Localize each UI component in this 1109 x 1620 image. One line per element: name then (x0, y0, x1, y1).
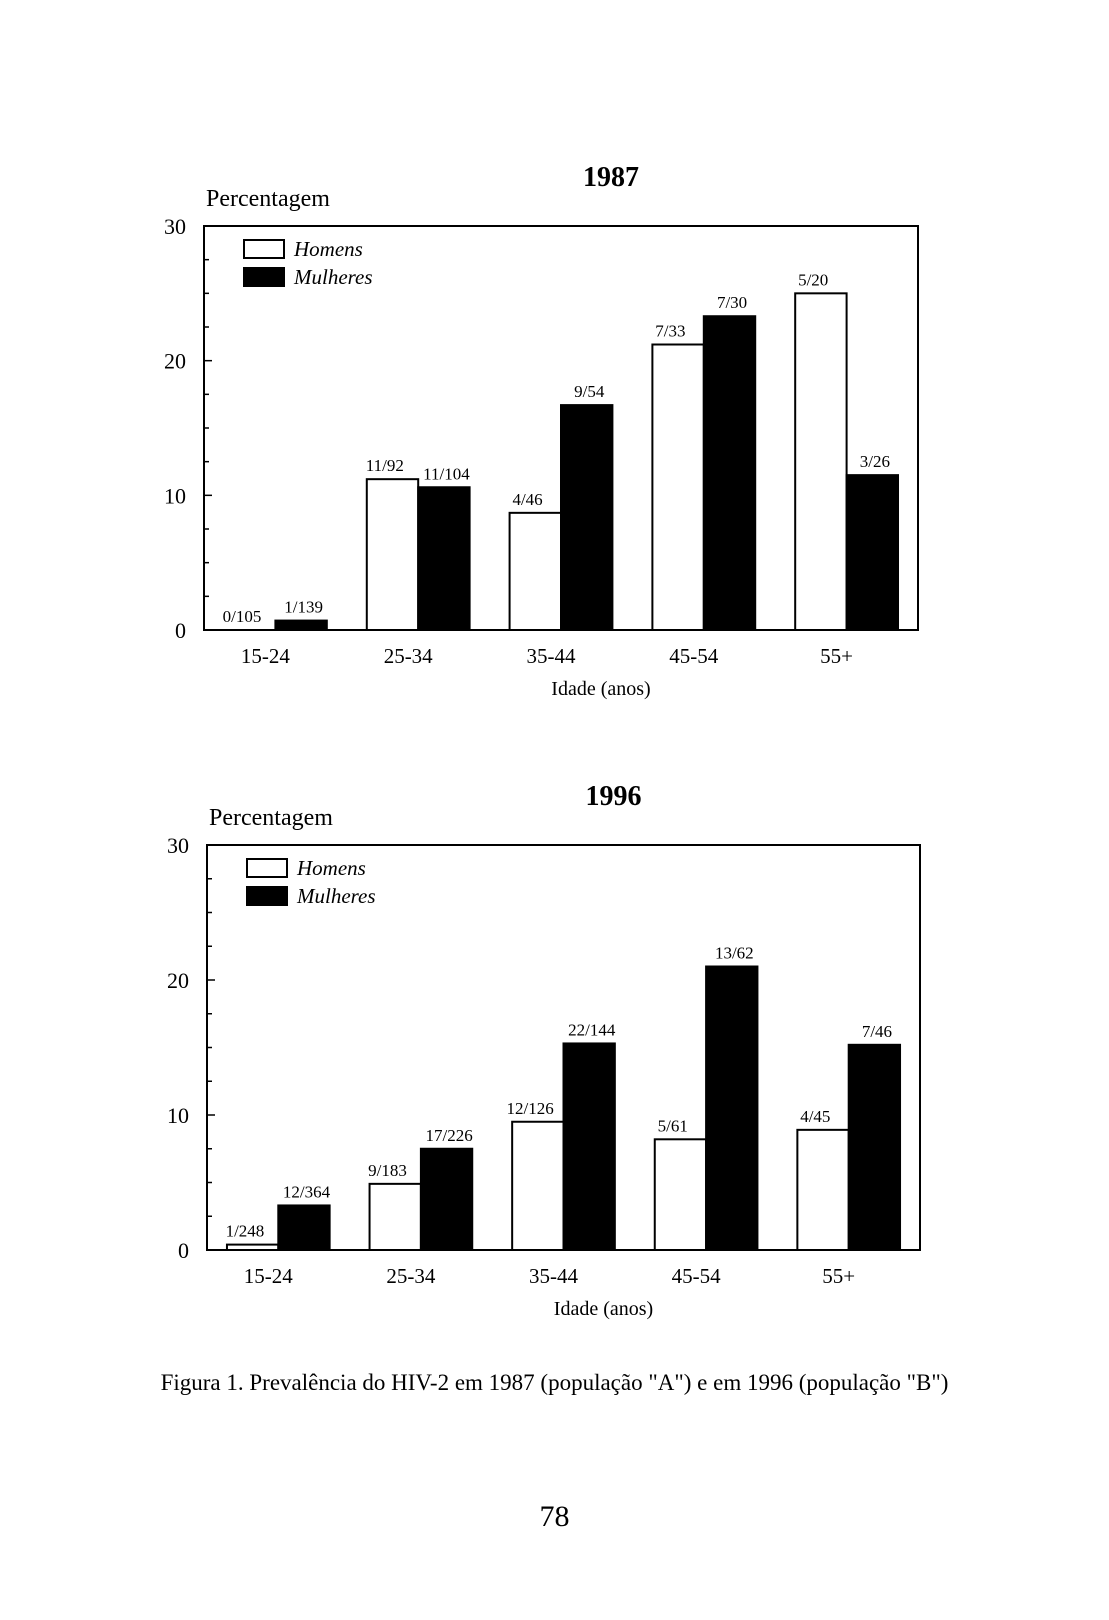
bar-value-label: 9/183 (368, 1161, 407, 1180)
bar-homens (365, 478, 420, 631)
bar-homens (511, 1120, 565, 1251)
x-tick-label: 35-44 (529, 1264, 578, 1288)
y-tick-label: 0 (175, 618, 186, 643)
bar-value-label: 11/92 (366, 456, 404, 475)
bar-value-label: 3/26 (860, 452, 890, 471)
bar-value-label: 7/30 (717, 293, 747, 312)
y-tick-label: 10 (164, 483, 186, 508)
y-axis-label: Percentagem (209, 805, 333, 831)
bar-value-label: 4/46 (512, 490, 542, 509)
x-tick-label: 15-24 (244, 1264, 293, 1288)
bar-value-label: 7/33 (655, 322, 685, 341)
x-tick-label: 45-54 (672, 1264, 721, 1288)
bar-mulheres (277, 1204, 331, 1251)
bar-value-label: 4/45 (800, 1107, 830, 1126)
x-tick-label: 55+ (820, 644, 853, 668)
y-tick-label: 20 (167, 968, 189, 993)
bar-mulheres (562, 1042, 616, 1251)
legend-swatch-mulheres (243, 267, 285, 287)
bar-value-label: 12/364 (283, 1182, 331, 1201)
bar-mulheres (702, 315, 757, 631)
bar-mulheres (419, 1147, 474, 1251)
bar-homens (653, 1138, 708, 1252)
x-tick-label: 25-34 (384, 644, 433, 668)
bar-value-label: 22/144 (568, 1020, 616, 1039)
x-tick-label: 55+ (822, 1264, 855, 1288)
bar-value-label: 1/139 (284, 598, 323, 617)
bar-value-label: 5/20 (798, 270, 828, 289)
bar-homens (796, 1128, 850, 1251)
y-axis-label: Percentagem (206, 186, 330, 212)
bar-value-label: 0/105 (223, 607, 262, 626)
bar-homens (794, 292, 848, 631)
bar-homens (368, 1182, 422, 1251)
bar-mulheres (417, 486, 471, 631)
bar-homens (651, 343, 705, 631)
y-tick-label: 10 (167, 1103, 189, 1128)
legend-swatch-homens (243, 239, 285, 259)
x-axis-label: Idade (anos) (551, 678, 650, 700)
bar-homens (508, 511, 563, 632)
bar-value-label: 11/104 (423, 464, 470, 483)
chart-title: 1987 (583, 162, 639, 193)
y-tick-label: 0 (178, 1238, 189, 1263)
bar-mulheres (274, 619, 328, 631)
bar-mulheres (845, 474, 900, 631)
bar-mulheres (847, 1043, 902, 1252)
legend-label: Mulheres (296, 884, 376, 908)
chart-title: 1996 (586, 781, 642, 812)
y-tick-label: 30 (167, 833, 189, 858)
bar-value-label: 5/61 (658, 1116, 688, 1135)
bar-mulheres (560, 404, 614, 631)
figure-caption: Figura 1. Prevalência do HIV-2 em 1987 (… (160, 1370, 949, 1395)
bar-value-label: 13/62 (715, 944, 754, 963)
legend-label: Homens (296, 856, 366, 880)
y-tick-label: 30 (164, 214, 186, 239)
x-tick-label: 35-44 (527, 644, 576, 668)
y-tick-label: 20 (164, 349, 186, 374)
bar-mulheres (705, 965, 759, 1251)
bar-homens (225, 1243, 280, 1251)
legend-swatch-homens (246, 858, 288, 878)
x-tick-label: 45-54 (669, 644, 718, 668)
legend-label: Homens (293, 237, 363, 261)
legend-swatch-mulheres (246, 886, 288, 906)
x-axis-label: Idade (anos) (554, 1298, 653, 1320)
x-tick-label: 15-24 (241, 644, 290, 668)
bar-value-label: 9/54 (574, 382, 605, 401)
page-number: 78 (539, 1500, 570, 1533)
bar-value-label: 1/248 (226, 1222, 265, 1241)
bar-value-label: 7/46 (862, 1022, 892, 1041)
bar-value-label: 12/126 (507, 1099, 554, 1118)
bar-value-label: 17/226 (426, 1126, 473, 1145)
x-tick-label: 25-34 (386, 1264, 435, 1288)
legend-label: Mulheres (293, 265, 373, 289)
